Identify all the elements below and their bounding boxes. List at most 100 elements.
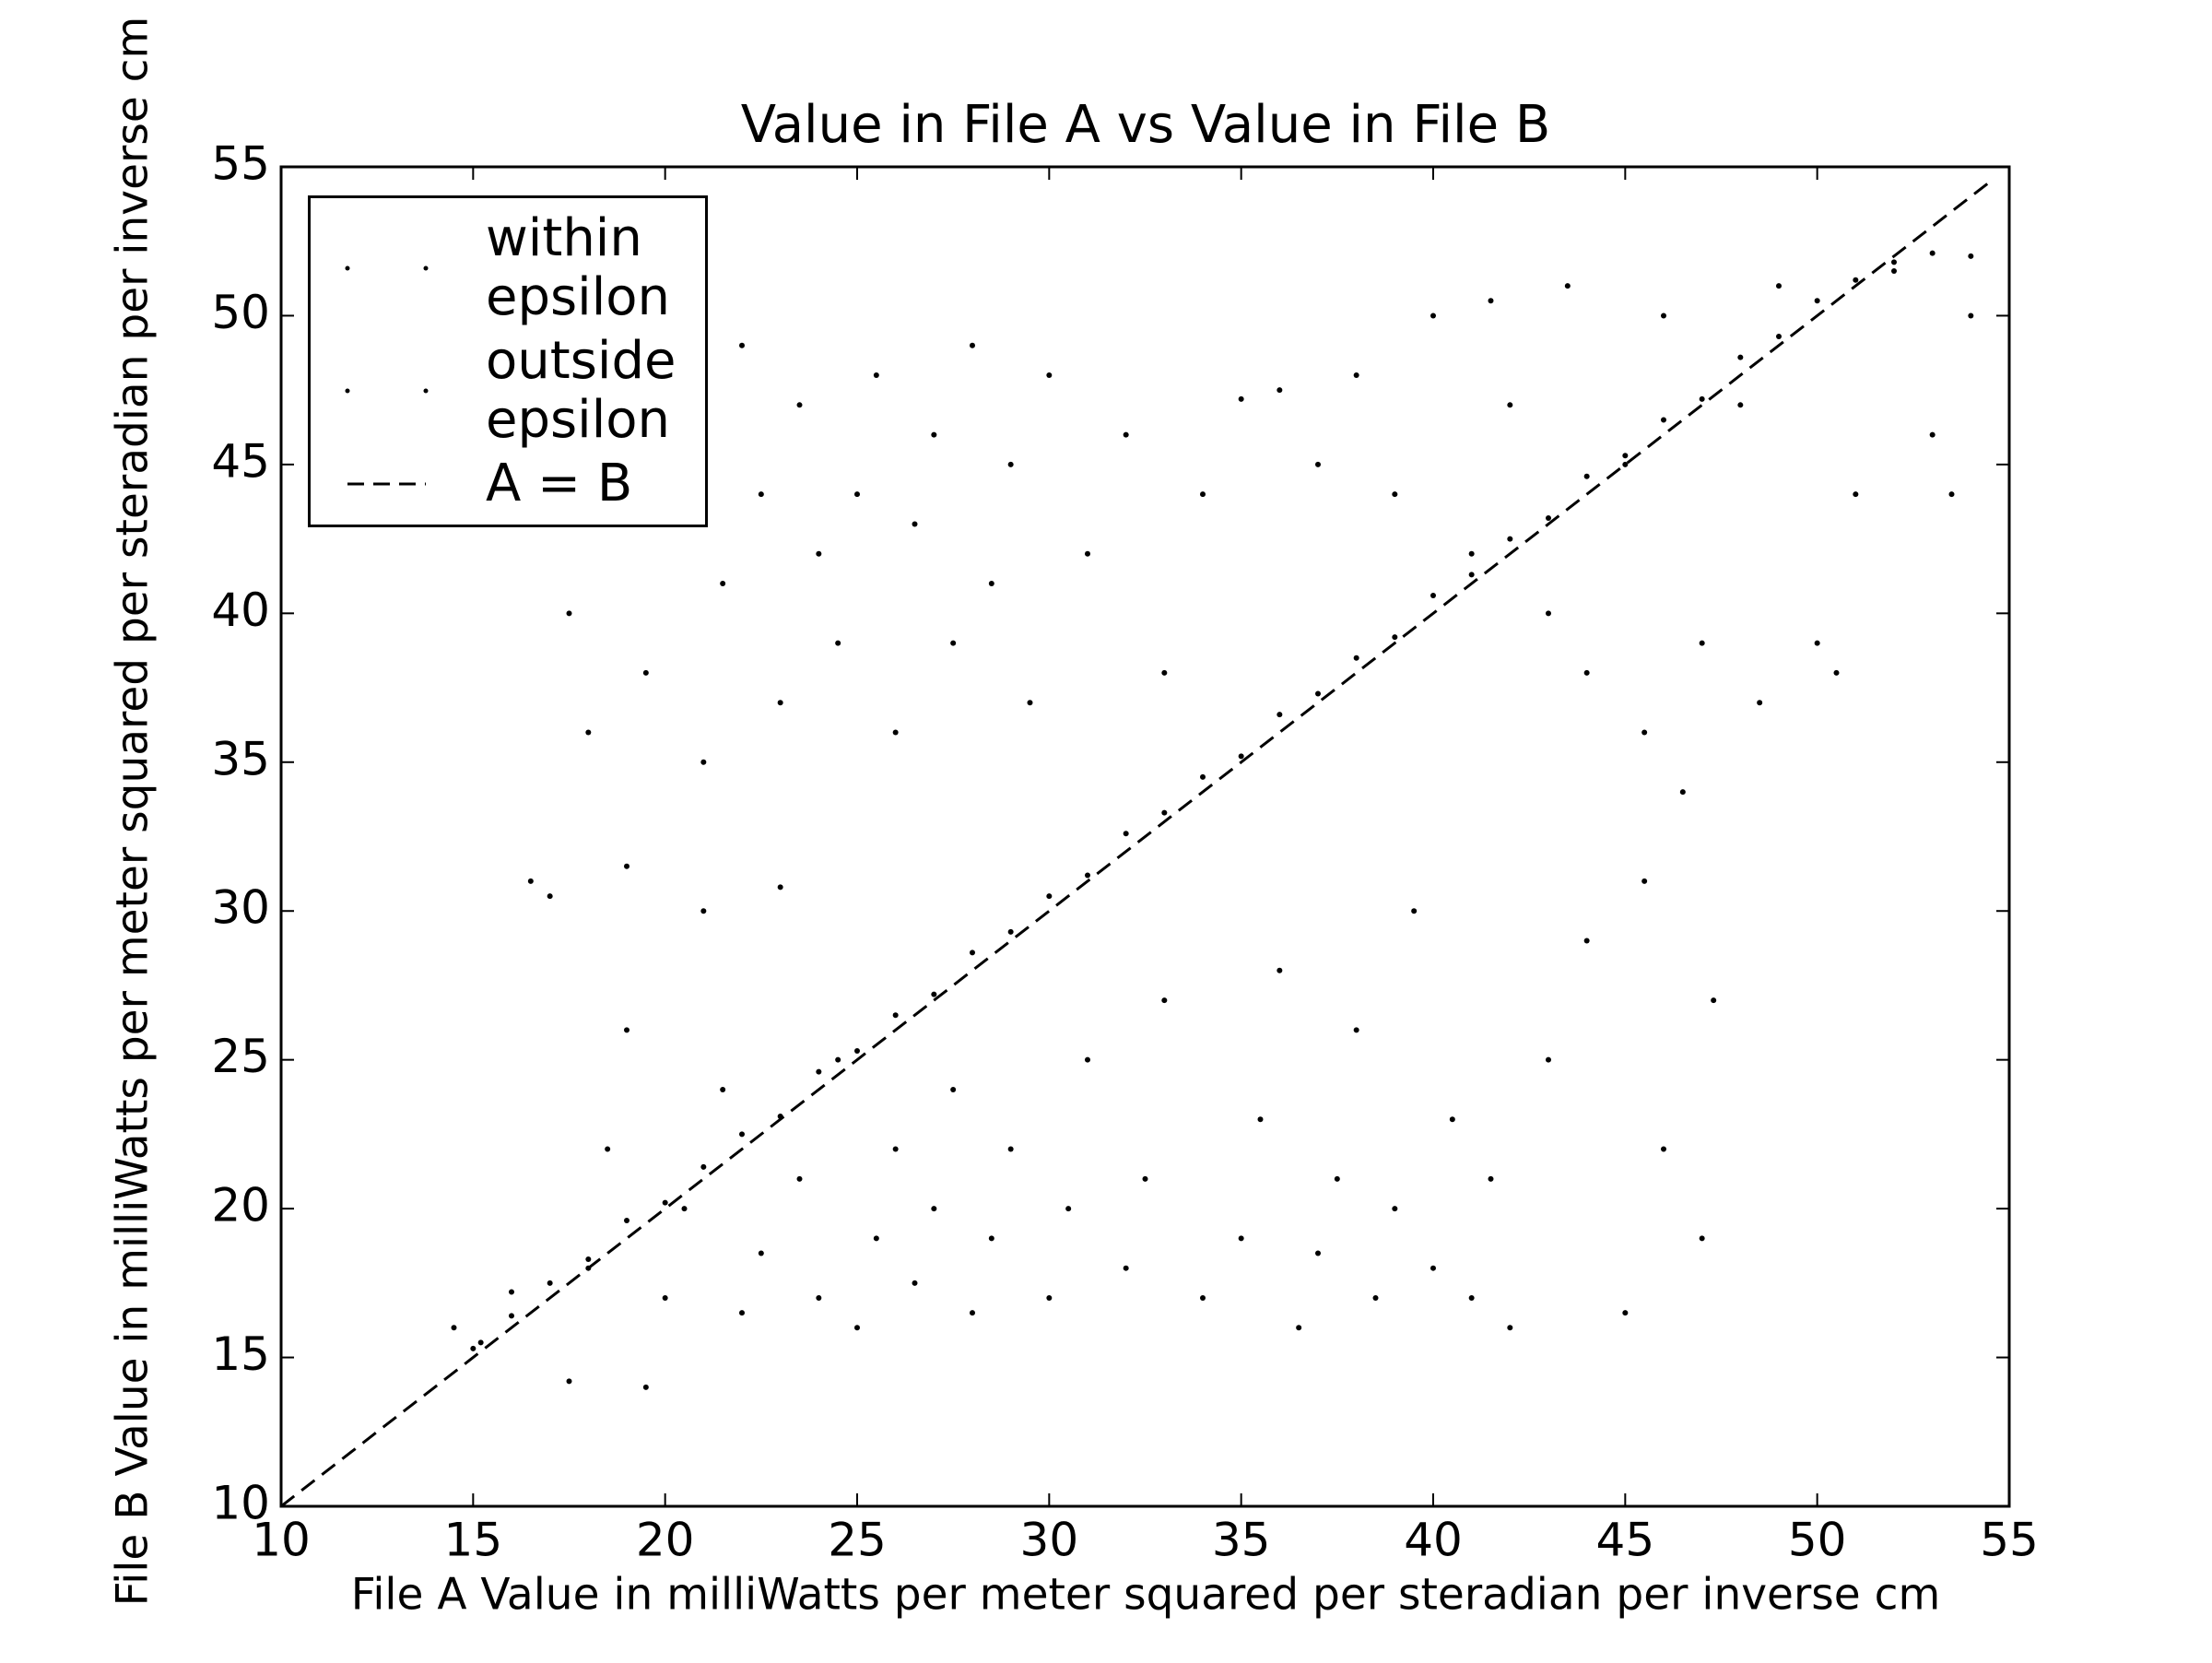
point bbox=[509, 1313, 514, 1319]
point bbox=[1065, 1206, 1072, 1212]
point bbox=[988, 581, 994, 587]
point bbox=[796, 1175, 803, 1182]
x-tick-label: 45 bbox=[1596, 1514, 1655, 1567]
point bbox=[777, 884, 783, 890]
point bbox=[1622, 453, 1629, 459]
point bbox=[1334, 1175, 1340, 1182]
point bbox=[1929, 431, 1936, 438]
point bbox=[892, 729, 899, 736]
point bbox=[1392, 1206, 1398, 1212]
point bbox=[1853, 277, 1859, 283]
point bbox=[1007, 461, 1014, 467]
point bbox=[1891, 259, 1897, 265]
point bbox=[1430, 313, 1436, 319]
point bbox=[739, 1310, 745, 1316]
legend-entry: outside epsilon bbox=[311, 330, 705, 451]
point bbox=[1277, 712, 1283, 718]
point bbox=[1046, 893, 1053, 900]
point bbox=[1507, 536, 1513, 542]
y-tick-label: 45 bbox=[211, 434, 270, 488]
point bbox=[1027, 700, 1033, 706]
point bbox=[931, 431, 937, 438]
point bbox=[1737, 402, 1744, 408]
point bbox=[1161, 669, 1168, 676]
point bbox=[1430, 592, 1436, 598]
point bbox=[1641, 878, 1648, 884]
point bbox=[1699, 395, 1705, 402]
point bbox=[1757, 700, 1763, 706]
point bbox=[1564, 283, 1571, 289]
y-tick-label: 25 bbox=[211, 1030, 270, 1083]
plot-area bbox=[281, 180, 1992, 1506]
legend-label: A = B bbox=[486, 453, 633, 513]
point bbox=[1488, 1175, 1494, 1182]
point bbox=[1699, 640, 1705, 646]
point bbox=[1853, 491, 1859, 498]
point bbox=[1488, 298, 1494, 304]
point bbox=[1948, 491, 1955, 498]
point bbox=[892, 1012, 899, 1019]
point bbox=[912, 521, 918, 527]
legend-marker bbox=[345, 388, 350, 394]
point bbox=[1238, 753, 1244, 760]
x-tick-label: 35 bbox=[1212, 1514, 1271, 1567]
y-tick-label: 20 bbox=[211, 1179, 270, 1233]
legend-marker bbox=[423, 388, 429, 394]
point bbox=[1468, 572, 1475, 578]
point bbox=[1661, 417, 1666, 423]
y-tick-label: 35 bbox=[211, 732, 270, 785]
point bbox=[1200, 1294, 1206, 1301]
legend-key bbox=[347, 482, 426, 486]
x-tick-label: 20 bbox=[636, 1514, 695, 1567]
point bbox=[1007, 1146, 1014, 1152]
point bbox=[1085, 872, 1090, 879]
point bbox=[1661, 1146, 1666, 1152]
point bbox=[1622, 1310, 1629, 1316]
point bbox=[1353, 372, 1359, 379]
y-tick-label: 40 bbox=[211, 584, 270, 637]
point bbox=[605, 1146, 611, 1152]
point bbox=[1161, 997, 1168, 1004]
point bbox=[1711, 997, 1717, 1004]
point bbox=[1277, 387, 1283, 394]
legend-entry: within epsilon bbox=[311, 208, 705, 328]
point bbox=[1046, 1294, 1053, 1301]
point bbox=[1468, 1294, 1475, 1301]
point bbox=[873, 372, 879, 379]
point bbox=[477, 1339, 484, 1346]
point bbox=[700, 1163, 707, 1170]
legend-entry: A = B bbox=[311, 454, 705, 513]
point bbox=[854, 1047, 860, 1054]
point bbox=[1641, 729, 1648, 736]
point bbox=[816, 1294, 822, 1301]
point bbox=[700, 908, 707, 914]
point bbox=[970, 1310, 975, 1316]
point bbox=[873, 1235, 879, 1242]
point bbox=[1392, 491, 1398, 498]
chart-title: Value in File A vs Value in File B bbox=[741, 95, 1551, 155]
x-tick-label: 40 bbox=[1404, 1514, 1463, 1567]
point bbox=[451, 1325, 457, 1331]
point bbox=[970, 342, 975, 348]
x-tick-label: 55 bbox=[1980, 1514, 2039, 1567]
point bbox=[624, 863, 629, 869]
point bbox=[950, 1086, 957, 1092]
point bbox=[470, 1345, 477, 1351]
point bbox=[681, 1206, 688, 1212]
x-tick-label: 50 bbox=[1788, 1514, 1847, 1567]
x-tick-label: 10 bbox=[252, 1514, 311, 1567]
axes-frame bbox=[279, 165, 2011, 1508]
legend-marker bbox=[423, 265, 429, 271]
point bbox=[1315, 690, 1321, 697]
point bbox=[1372, 1294, 1379, 1301]
legend-label: outside epsilon bbox=[486, 330, 677, 451]
point bbox=[547, 1280, 553, 1286]
point bbox=[931, 1206, 937, 1212]
point bbox=[1315, 1250, 1321, 1256]
point bbox=[1411, 908, 1418, 914]
point bbox=[777, 700, 783, 706]
point bbox=[1449, 1116, 1455, 1123]
point bbox=[1929, 250, 1936, 256]
